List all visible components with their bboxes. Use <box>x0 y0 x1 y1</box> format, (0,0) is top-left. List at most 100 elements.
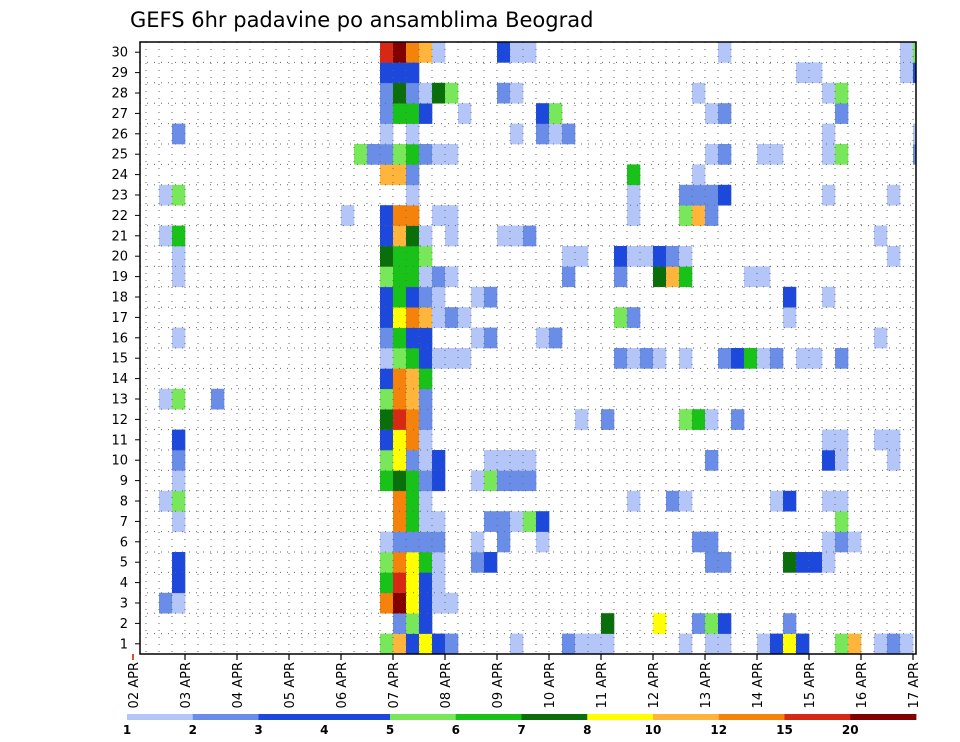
heatmap-cell <box>562 123 576 145</box>
heatmap-cell <box>835 511 849 532</box>
heatmap-cell <box>510 42 524 63</box>
heatmap-cell <box>432 592 446 614</box>
heatmap-cell <box>497 531 511 553</box>
heatmap-cell <box>380 327 394 349</box>
y-tick-label: 11 <box>111 433 128 448</box>
heatmap-cell <box>835 348 849 369</box>
heatmap-cell <box>406 123 420 145</box>
heatmap-cell <box>419 552 433 573</box>
y-tick-label: 12 <box>111 413 128 428</box>
heatmap-cell <box>510 470 524 492</box>
colorbar-legend: 1 2 3 4 5 6 7 8 10 12 15 20 <box>123 714 917 737</box>
heatmap-cell <box>627 184 641 206</box>
heatmap-cell <box>172 552 186 573</box>
heatmap-cell <box>757 144 771 165</box>
heatmap-cell <box>536 123 550 145</box>
colorbar-swatch <box>258 714 325 720</box>
heatmap-cell <box>809 348 823 369</box>
colorbar-label: 2 <box>189 723 197 737</box>
heatmap-cell <box>432 82 446 104</box>
heatmap-cell <box>757 633 771 655</box>
heatmap-cell <box>432 266 446 288</box>
heatmap-cell <box>393 327 407 349</box>
heatmap-cell <box>913 123 917 145</box>
heatmap-cell <box>666 490 680 512</box>
heatmap-cell <box>432 307 446 328</box>
colorbar-label: 7 <box>517 723 525 737</box>
heatmap-cell <box>380 205 394 226</box>
y-tick-label: 16 <box>111 331 128 346</box>
heatmap-cell <box>419 327 433 349</box>
heatmap-cell <box>393 429 407 451</box>
heatmap-cell <box>471 470 485 492</box>
heatmap-cell <box>835 450 849 471</box>
heatmap-cell <box>419 246 433 267</box>
heatmap-cell <box>718 348 732 369</box>
heatmap-cell <box>549 123 563 145</box>
heatmap-cell <box>406 82 420 104</box>
heatmap-cell <box>549 103 563 124</box>
heatmap-cell <box>627 164 641 186</box>
chart-title: GEFS 6hr padavine po ansamblima Beograd <box>130 8 593 32</box>
heatmap-cell <box>406 286 420 308</box>
heatmap-cell <box>822 531 836 553</box>
y-tick-label: 17 <box>111 311 128 326</box>
heatmap-cell <box>835 633 849 655</box>
heatmap-cell <box>380 225 394 247</box>
y-tick-label: 18 <box>111 291 128 306</box>
heatmap-cell <box>640 348 654 369</box>
heatmap-cell <box>705 450 719 471</box>
heatmap-cell <box>679 266 693 288</box>
heatmap-cell <box>471 327 485 349</box>
y-tick-label: 21 <box>111 229 128 244</box>
heatmap-cell <box>614 266 628 288</box>
y-tick-label: 27 <box>111 107 128 122</box>
y-tick-label: 14 <box>111 372 128 387</box>
heatmap-cell <box>679 246 693 267</box>
heatmap-cell <box>419 613 433 634</box>
x-tick-label: 13 APR <box>699 662 714 708</box>
heatmap-cell <box>159 225 173 247</box>
y-tick-label: 15 <box>111 352 128 367</box>
heatmap-cell <box>406 470 420 492</box>
colorbar-swatch <box>653 714 720 720</box>
colorbar-label: 4 <box>320 723 328 737</box>
heatmap-cell <box>406 368 420 390</box>
heatmap-cell <box>380 470 394 492</box>
y-tick-label: 23 <box>111 189 128 204</box>
heatmap-cell <box>406 164 420 186</box>
heatmap-cell <box>575 633 589 655</box>
heatmap-cell <box>419 144 433 165</box>
heatmap-cell <box>913 62 917 84</box>
heatmap-cell <box>445 205 459 226</box>
x-tick-label: 04 APR <box>231 662 246 708</box>
heatmap-cell <box>393 164 407 186</box>
heatmap-cell <box>822 552 836 573</box>
heatmap-cell <box>601 409 615 430</box>
heatmap-cell <box>692 82 706 104</box>
heatmap-cell <box>679 490 693 512</box>
heatmap-cell <box>874 327 888 349</box>
heatmap-cell <box>419 348 433 369</box>
heatmap-cell <box>172 572 186 594</box>
y-tick-label: 8 <box>120 495 128 510</box>
heatmap-cell <box>172 592 186 614</box>
heatmap-cell <box>484 327 498 349</box>
colorbar-label: 20 <box>842 723 859 737</box>
heatmap-cell <box>406 144 420 165</box>
heatmap-cell <box>380 552 394 573</box>
heatmap-cell <box>419 307 433 328</box>
y-tick-label: 2 <box>120 617 128 632</box>
heatmap-cell <box>393 368 407 390</box>
heatmap-cell <box>510 450 524 471</box>
heatmap-cell <box>445 82 459 104</box>
heatmap-cell <box>172 246 186 267</box>
heatmap-cell <box>445 307 459 328</box>
colorbar-swatch <box>192 714 259 720</box>
heatmap-cell <box>380 388 394 410</box>
heatmap-cell <box>666 266 680 288</box>
heatmap-cell <box>406 246 420 267</box>
heatmap-cell <box>393 531 407 553</box>
heatmap-cell <box>874 225 888 247</box>
heatmap-cell <box>835 490 849 512</box>
